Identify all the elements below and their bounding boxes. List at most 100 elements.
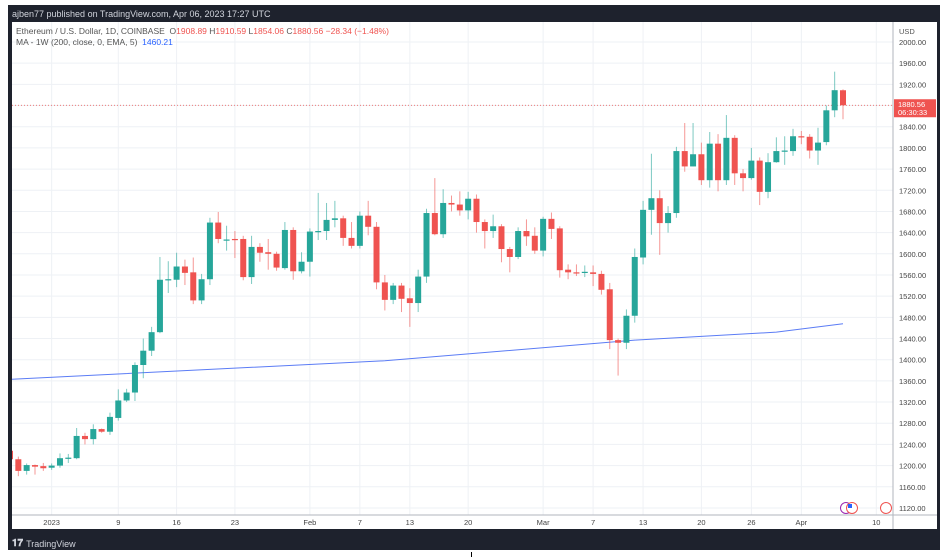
- candle[interactable]: [365, 200, 372, 236]
- candle[interactable]: [615, 338, 622, 376]
- candle[interactable]: [490, 214, 497, 238]
- candle[interactable]: [523, 219, 530, 246]
- ma-label[interactable]: MA - 1W (200, close, 0, EMA, 5): [16, 37, 138, 47]
- candle[interactable]: [240, 235, 247, 281]
- candle[interactable]: [473, 194, 480, 233]
- candle[interactable]: [31, 464, 38, 475]
- candle[interactable]: [431, 178, 438, 236]
- candle[interactable]: [231, 231, 238, 259]
- candle[interactable]: [773, 137, 780, 163]
- candle[interactable]: [715, 134, 722, 192]
- candle[interactable]: [840, 89, 846, 120]
- candle[interactable]: [481, 219, 488, 249]
- candle[interactable]: [640, 200, 647, 265]
- candle[interactable]: [631, 248, 638, 323]
- candle[interactable]: [656, 190, 663, 255]
- candlestick-chart[interactable]: USD 2000.00 1960.00 1920.00 1840.00 1800.00 17…: [12, 22, 937, 529]
- candle[interactable]: [115, 389, 122, 421]
- candle[interactable]: [548, 212, 555, 239]
- candle[interactable]: [381, 274, 388, 311]
- candle[interactable]: [790, 128, 797, 156]
- candle[interactable]: [823, 105, 830, 146]
- candle[interactable]: [498, 224, 505, 263]
- candle[interactable]: [23, 463, 30, 475]
- candle[interactable]: [556, 226, 563, 278]
- candle[interactable]: [131, 362, 138, 402]
- candle[interactable]: [306, 228, 313, 277]
- candle[interactable]: [573, 264, 580, 277]
- candle[interactable]: [690, 123, 697, 167]
- candle[interactable]: [756, 157, 763, 206]
- candle[interactable]: [190, 257, 197, 305]
- candle[interactable]: [223, 225, 230, 251]
- candle[interactable]: [98, 428, 105, 433]
- candle[interactable]: [456, 191, 463, 216]
- candle[interactable]: [806, 134, 813, 159]
- candle[interactable]: [198, 273, 205, 305]
- candle[interactable]: [106, 412, 113, 435]
- candle[interactable]: [348, 222, 355, 249]
- tradingview-logo-icon[interactable]: 𝟏𝟕: [12, 538, 24, 549]
- candle[interactable]: [165, 261, 172, 293]
- candle[interactable]: [415, 269, 422, 313]
- candle[interactable]: [140, 338, 147, 379]
- candle[interactable]: [12, 449, 13, 463]
- candle[interactable]: [73, 428, 80, 460]
- candle[interactable]: [156, 256, 163, 334]
- candle[interactable]: [206, 217, 213, 286]
- candle[interactable]: [706, 132, 713, 188]
- candle[interactable]: [40, 462, 47, 471]
- candle[interactable]: [340, 215, 347, 246]
- candle[interactable]: [48, 463, 55, 470]
- us-flag-event-icon[interactable]: [880, 502, 892, 514]
- candle[interactable]: [290, 227, 297, 280]
- candle[interactable]: [731, 135, 738, 185]
- candle[interactable]: [123, 388, 130, 403]
- candle[interactable]: [173, 252, 180, 288]
- candle[interactable]: [673, 146, 680, 218]
- candle[interactable]: [765, 153, 772, 199]
- brand-name[interactable]: TradingView: [26, 538, 76, 549]
- candle[interactable]: [248, 235, 255, 284]
- candle[interactable]: [256, 243, 263, 262]
- candle[interactable]: [215, 211, 222, 244]
- candle[interactable]: [740, 169, 747, 192]
- candle[interactable]: [698, 142, 705, 185]
- chart-panel[interactable]: USD 2000.00 1960.00 1920.00 1840.00 1800.00 17…: [12, 22, 937, 529]
- candle[interactable]: [265, 238, 272, 270]
- candle[interactable]: [448, 195, 455, 212]
- candle[interactable]: [815, 127, 822, 165]
- candle[interactable]: [323, 202, 330, 241]
- candle[interactable]: [598, 270, 605, 295]
- candle[interactable]: [181, 259, 188, 286]
- candle[interactable]: [81, 432, 88, 445]
- candle[interactable]: [540, 216, 547, 257]
- candle[interactable]: [356, 211, 363, 249]
- candle[interactable]: [681, 123, 688, 172]
- candle[interactable]: [440, 189, 447, 238]
- candle[interactable]: [648, 153, 655, 235]
- candle[interactable]: [781, 136, 788, 165]
- candle[interactable]: [398, 282, 405, 313]
- time-axis[interactable]: [12, 515, 937, 529]
- candle[interactable]: [831, 71, 838, 118]
- candle[interactable]: [665, 206, 672, 233]
- candle[interactable]: [406, 288, 413, 327]
- candle[interactable]: [723, 115, 730, 185]
- candle[interactable]: [331, 200, 338, 228]
- candle[interactable]: [606, 282, 613, 350]
- candle[interactable]: [298, 252, 305, 274]
- candle[interactable]: [515, 227, 522, 260]
- candle[interactable]: [465, 191, 472, 220]
- candle[interactable]: [423, 208, 430, 283]
- candle[interactable]: [273, 251, 280, 271]
- candle[interactable]: [798, 130, 805, 145]
- candle[interactable]: [15, 456, 22, 477]
- candle[interactable]: [590, 265, 597, 287]
- candle[interactable]: [581, 265, 588, 278]
- candle[interactable]: [531, 227, 538, 254]
- candle[interactable]: [65, 453, 72, 463]
- candle[interactable]: [90, 424, 97, 445]
- candle[interactable]: [281, 222, 288, 270]
- symbol-name[interactable]: Ethereum / U.S. Dollar, 1D, COINBASE: [16, 26, 165, 36]
